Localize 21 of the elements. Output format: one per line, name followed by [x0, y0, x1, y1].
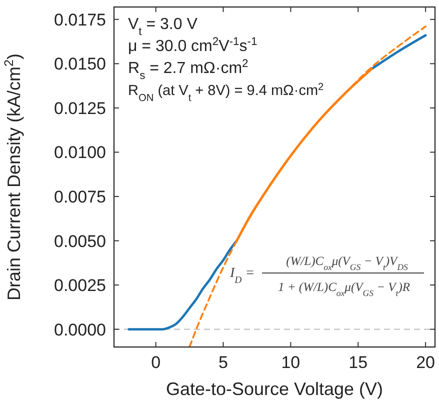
annotation: R$_{ON}$ (at V$_{t}$ + 8V) = 9.4 mΩ·cm$^{2}$	[128, 82, 324, 104]
x-axis-title: Gate-to-Source Voltage (V)	[166, 379, 384, 399]
annotation: R$_{s}$ = 2.7 mΩ·cm$^{2}$	[128, 58, 248, 82]
x-tick-label: 20	[416, 353, 436, 372]
y-tick-label: 0.0025	[54, 276, 106, 296]
annotation: μ = 30.0 cm$^{2}$V$^{-1}$s$^{-1}$	[128, 36, 258, 55]
y-tick-label: 0.0100	[54, 143, 106, 162]
y-tick-label: 0.0075	[54, 187, 106, 206]
y-tick-label: 0.0175	[54, 10, 106, 30]
y-tick-label: 0.0150	[54, 54, 106, 74]
y-tick-label: 0.0125	[54, 98, 106, 118]
x-tick-label: 15	[348, 353, 368, 372]
y-tick-label: 0.0000	[54, 320, 106, 340]
annotation: V$_{t}$ = 3.0 V	[128, 16, 198, 38]
annotation: I$_{D}$ =	[229, 266, 255, 286]
annotation: (W/L)C$_{ox}$μ(V$_{GS}$ − V$_{t}$)V$_{DS}$	[286, 254, 409, 272]
x-tick-label: 5	[218, 353, 228, 372]
x-tick-label: 10	[281, 353, 300, 372]
y-tick-label: 0.0050	[54, 232, 106, 251]
x-tick-label: 0	[151, 353, 161, 372]
annotation: 1 + (W/L)C$_{ox}$μ(V$_{GS}$ − V$_{t}$)R	[278, 280, 410, 298]
